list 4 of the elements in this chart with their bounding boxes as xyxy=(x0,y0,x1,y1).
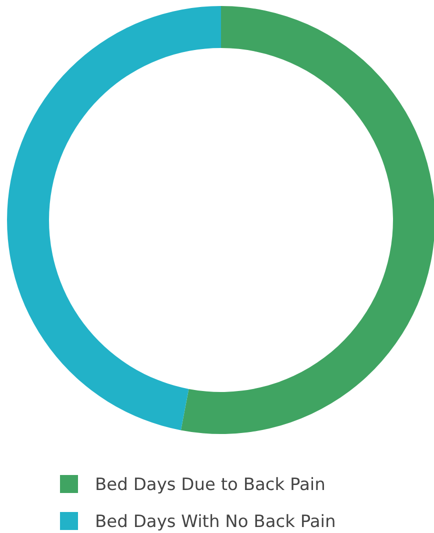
legend-label: Bed Days Due to Back Pain xyxy=(95,475,326,495)
donut-slice xyxy=(7,6,221,430)
donut-slice xyxy=(180,6,434,434)
legend-label: Bed Days With No Back Pain xyxy=(95,512,336,532)
